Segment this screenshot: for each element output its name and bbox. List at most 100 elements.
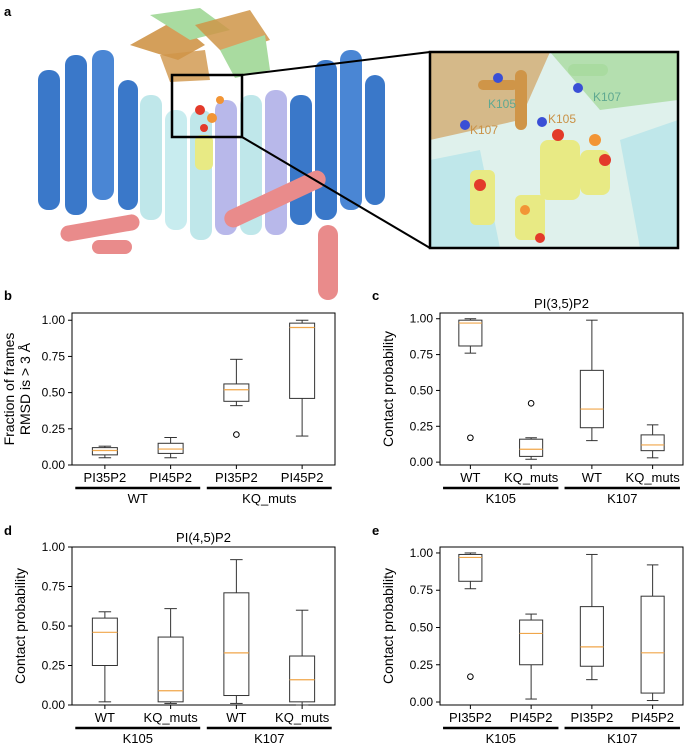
x-tick-label: KQ_muts <box>504 470 559 485</box>
y-axis-label-line: Contact probability <box>380 568 396 684</box>
inset-zoom <box>430 52 678 248</box>
box-2 <box>579 553 604 681</box>
box-3 <box>640 564 665 702</box>
box-1 <box>157 436 184 459</box>
box-1 <box>519 613 544 700</box>
group-label: K105 <box>486 731 516 744</box>
box-body <box>640 595 665 694</box>
box-body <box>458 553 483 582</box>
box-3 <box>640 424 665 459</box>
zoom-line-top <box>241 51 431 76</box>
y-axis-label: Fraction of framesRMSD is > 3 Å <box>1 333 33 446</box>
box-0 <box>91 445 118 459</box>
box-body <box>519 438 544 457</box>
group-label: K105 <box>123 731 153 744</box>
y-tick-label: 0.25 <box>42 422 66 436</box>
y-axis-label: Contact probability <box>12 568 28 684</box>
group-label: K105 <box>486 491 516 506</box>
box-body <box>289 322 316 399</box>
transmembrane-helices-left <box>38 50 187 230</box>
plot-frame <box>439 546 684 706</box>
zoom-box <box>170 73 244 139</box>
box-body <box>519 619 544 666</box>
y-tick-label: 0.25 <box>410 419 434 433</box>
group-label: K107 <box>607 491 637 506</box>
y-tick-label: 0.75 <box>42 349 66 363</box>
y-tick-label: 0.50 <box>410 383 434 397</box>
group-label: K107 <box>254 731 284 744</box>
inset-frame <box>428 50 680 250</box>
box-body <box>223 383 250 402</box>
box-1 <box>519 400 544 460</box>
y-tick-label: 1.00 <box>410 546 434 560</box>
panel-letter-b: b <box>4 288 12 303</box>
outlier-point <box>527 400 535 407</box>
box-body <box>91 617 118 666</box>
box-1 <box>157 608 184 704</box>
panel-letter-a: a <box>4 4 12 19</box>
box-0 <box>458 318 483 442</box>
bound-lipids <box>195 96 224 170</box>
y-axis-label: Contact probability <box>380 331 396 447</box>
y-axis-label-line: RMSD is > 3 Å <box>17 342 33 435</box>
x-tick-label: PI35P2 <box>571 710 614 725</box>
x-tick-label: KQ_muts <box>144 710 199 725</box>
box-body <box>458 319 483 347</box>
panel-letter-d: d <box>4 523 12 538</box>
y-tick-label: 0.25 <box>42 659 66 673</box>
y-tick-label: 0.50 <box>410 620 434 634</box>
chart-b: 0.00 0.25 0.50 0.75 1.00 Fraction of framesRM… <box>1 312 336 506</box>
x-tick-label: WT <box>95 710 115 725</box>
box-0 <box>458 552 483 680</box>
chart-d: PI(4,5)P2 0.00 0.25 0.50 0.75 1.00 Contact pro… <box>12 530 336 744</box>
y-axis-label-line: Contact probability <box>380 331 396 447</box>
x-tick-label: WT <box>226 710 246 725</box>
x-tick-label: WT <box>582 470 602 485</box>
box-body <box>640 434 665 452</box>
chart-e: 0.00 0.25 0.50 0.75 1.00 Contact probability P… <box>380 546 684 744</box>
y-axis-label-line: Contact probability <box>12 568 28 684</box>
y-axis-label: Contact probability <box>380 568 396 684</box>
box-0 <box>91 611 118 703</box>
y-tick-label: 1.00 <box>410 312 434 326</box>
group-label: KQ_muts <box>242 491 297 506</box>
outlier-point <box>233 431 240 438</box>
panel-letter-e: e <box>372 523 380 538</box>
x-tick-label: KQ_muts <box>275 710 330 725</box>
inset-label-k105-green: K105 <box>488 97 516 111</box>
box-3 <box>289 319 316 437</box>
x-tick-label: WT <box>460 470 480 485</box>
box-body <box>91 447 118 456</box>
box-body <box>157 636 184 703</box>
y-tick-label: 0.00 <box>42 698 66 712</box>
box-3 <box>289 609 316 706</box>
zoom-line-bottom <box>241 136 431 249</box>
y-tick-label: 0.25 <box>410 658 434 672</box>
x-tick-label: PI45P2 <box>510 710 553 725</box>
y-tick-label: 0.75 <box>410 348 434 362</box>
chart-title: PI(3,5)P2 <box>534 296 589 311</box>
amphipathic-helices <box>60 170 338 300</box>
inset-label-k107-green: K107 <box>593 90 621 104</box>
panel-letter-c: c <box>372 288 380 303</box>
chart-c: PI(3,5)P2 0.00 0.25 0.50 0.75 1.00 Contact pro… <box>380 296 684 506</box>
box-body <box>579 369 604 429</box>
y-tick-label: 0.75 <box>410 583 434 597</box>
structure-illustration: K105 K107 K107 K105 <box>38 8 680 300</box>
box-body <box>579 606 604 667</box>
y-tick-label: 1.00 <box>42 540 66 554</box>
plot-frame <box>439 312 684 466</box>
outlier-point <box>467 434 474 442</box>
box-body <box>223 592 250 697</box>
y-axis-label-line: Fraction of frames <box>1 333 17 446</box>
x-tick-label: PI35P2 <box>215 470 258 485</box>
x-tick-label: PI45P2 <box>149 470 192 485</box>
box-body <box>289 655 316 703</box>
outlier-point <box>467 673 474 680</box>
x-tick-label: PI35P2 <box>84 470 127 485</box>
y-tick-label: 0.00 <box>410 695 434 709</box>
y-tick-label: 0.50 <box>42 386 66 400</box>
plot-frame <box>71 312 336 466</box>
y-tick-label: 1.00 <box>42 313 66 327</box>
